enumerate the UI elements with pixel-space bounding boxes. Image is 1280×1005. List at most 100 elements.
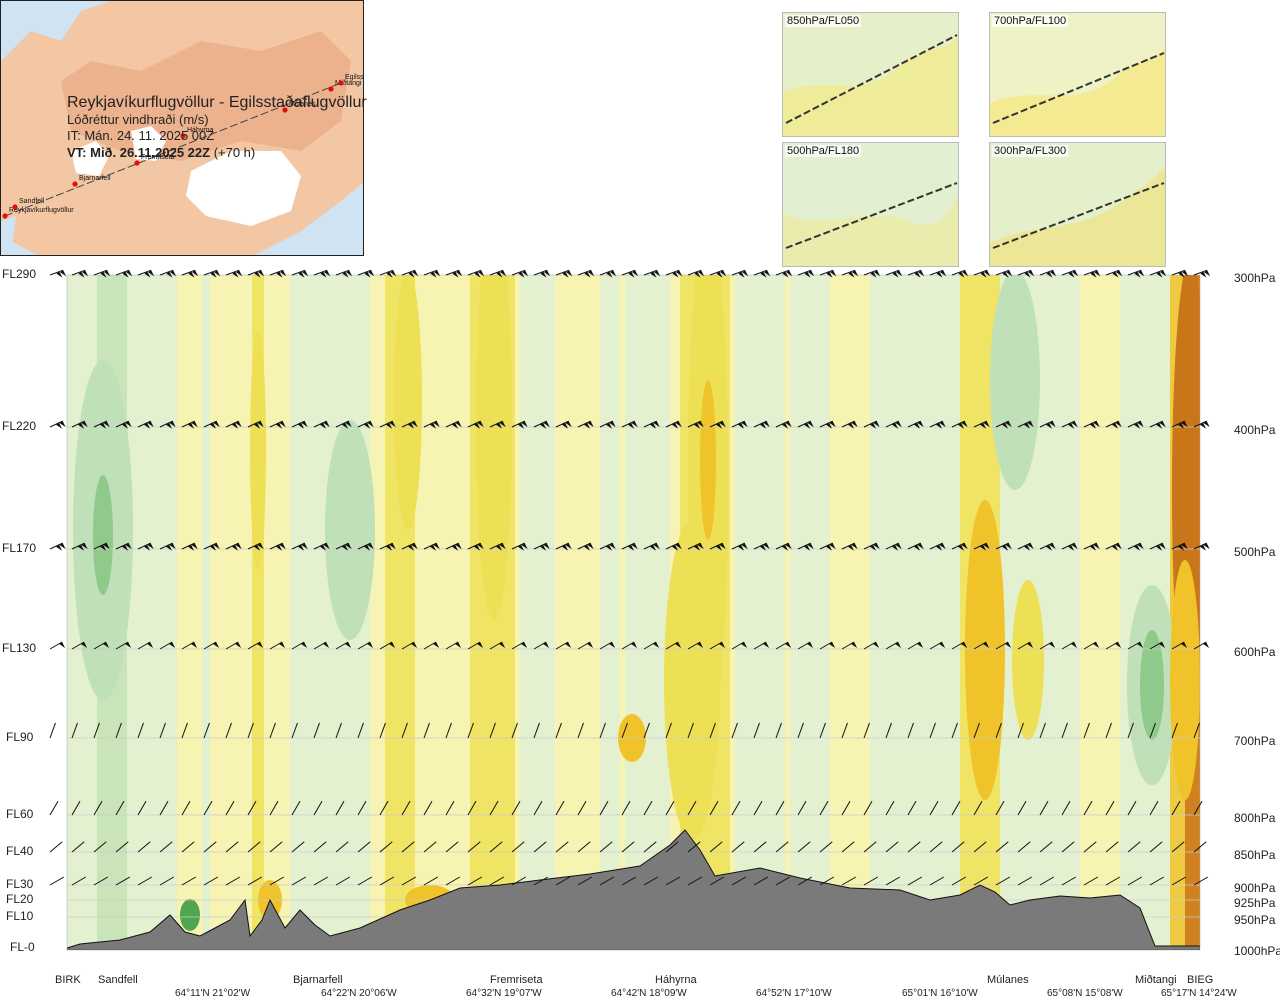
wind-barb bbox=[357, 841, 371, 853]
field-blob bbox=[1140, 630, 1164, 740]
wind-barb-flag bbox=[364, 271, 371, 278]
wind-barb-flag bbox=[257, 642, 264, 648]
coordinate-label: 65°17'N 14°24'W bbox=[1161, 988, 1237, 999]
wind-barb bbox=[93, 269, 108, 276]
wind-barb bbox=[93, 722, 100, 739]
wind-barb-flag bbox=[786, 270, 793, 277]
wind-barb bbox=[643, 420, 657, 428]
wind-barb-flag bbox=[961, 642, 968, 648]
pressure-level-label: 700hPa bbox=[1234, 734, 1276, 748]
wind-barb bbox=[885, 542, 899, 550]
wind-barb bbox=[1039, 841, 1053, 853]
wind-barb bbox=[467, 722, 474, 739]
wind-barb bbox=[841, 269, 856, 276]
wind-barb bbox=[49, 420, 63, 428]
wind-barb-flag bbox=[521, 642, 528, 648]
wind-barb bbox=[357, 641, 371, 650]
wind-barb-flag bbox=[389, 642, 396, 648]
wind-barb bbox=[1061, 542, 1075, 550]
wind-barb bbox=[753, 876, 769, 886]
wind-barb bbox=[181, 542, 195, 550]
wind-barb bbox=[71, 269, 86, 276]
wind-barb-flag bbox=[764, 270, 771, 277]
route-map: Reykjavíkurflugvöllur Sandfell Bjarnarfell… bbox=[0, 0, 364, 256]
wind-barb bbox=[247, 420, 261, 428]
wind-barb-flag bbox=[870, 422, 877, 429]
wind-barb-flag bbox=[104, 270, 111, 277]
wind-barb bbox=[841, 800, 851, 816]
wind-barb bbox=[665, 841, 679, 853]
wind-barb-flag bbox=[870, 544, 877, 551]
wind-barb bbox=[1061, 800, 1071, 816]
map-waypoint-marker bbox=[134, 160, 140, 166]
wind-barb bbox=[973, 841, 987, 853]
wind-barb-flag bbox=[807, 642, 814, 648]
wind-barb-flag bbox=[741, 642, 748, 648]
wind-barb-flag bbox=[147, 421, 154, 428]
wind-barb bbox=[665, 876, 681, 886]
field-band bbox=[202, 275, 210, 950]
wind-barb bbox=[1017, 542, 1031, 550]
wind-barb bbox=[1105, 876, 1121, 886]
cross-section-chart bbox=[49, 269, 1211, 951]
wind-barb bbox=[687, 800, 697, 816]
wind-barb-flag bbox=[829, 543, 836, 550]
wind-barb-flag bbox=[345, 642, 352, 648]
wind-barb bbox=[841, 641, 855, 650]
wind-barb bbox=[1193, 841, 1207, 853]
field-band bbox=[910, 275, 960, 950]
wind-barb bbox=[313, 722, 320, 739]
flight-level-label: FL290 bbox=[2, 267, 37, 281]
wind-barb-flag bbox=[455, 642, 462, 648]
wind-barb bbox=[665, 641, 679, 650]
level-map-route bbox=[785, 34, 958, 124]
wind-barb bbox=[907, 420, 921, 428]
wind-barb-flag bbox=[609, 642, 616, 648]
wind-barb bbox=[1105, 800, 1115, 816]
wind-barb-flag bbox=[653, 642, 660, 648]
map-waypoint-label: Fremriseta bbox=[141, 154, 175, 161]
wind-barb bbox=[181, 800, 191, 816]
flight-level-label: FL130 bbox=[2, 641, 37, 655]
flight-level-label: FL170 bbox=[2, 541, 37, 555]
wind-barb-flag bbox=[301, 421, 308, 428]
wind-barb-flag bbox=[169, 642, 176, 648]
wind-barb-flag bbox=[565, 543, 572, 550]
field-band bbox=[127, 275, 177, 950]
wind-barb-flag bbox=[298, 544, 305, 551]
wind-barb-flag bbox=[1049, 642, 1056, 648]
wind-barb-flag bbox=[587, 543, 594, 550]
wind-barb-flag bbox=[1090, 271, 1097, 278]
wind-barb bbox=[1083, 641, 1097, 650]
wind-barb bbox=[687, 420, 701, 428]
wind-barb-flag bbox=[804, 271, 811, 278]
wind-barb bbox=[533, 542, 547, 550]
wind-barb bbox=[379, 420, 393, 428]
wind-barb bbox=[577, 641, 591, 650]
wind-barb bbox=[291, 420, 305, 428]
wind-barb bbox=[1171, 800, 1181, 816]
wind-barb bbox=[49, 542, 63, 550]
wind-barb bbox=[731, 641, 745, 650]
wind-barb-flag bbox=[1181, 642, 1188, 648]
wind-barb-flag bbox=[1024, 422, 1031, 429]
flight-level-label: FL30 bbox=[6, 877, 34, 891]
wind-barb-flag bbox=[235, 421, 242, 428]
wind-barb-flag bbox=[1203, 421, 1210, 428]
wind-barb-flag bbox=[81, 642, 88, 648]
map-waypoint-marker bbox=[72, 181, 78, 187]
route-line bbox=[4, 82, 342, 217]
wind-barb bbox=[863, 800, 873, 816]
wind-barb-flag bbox=[1112, 271, 1119, 278]
wind-barb-flag bbox=[628, 422, 635, 429]
wind-barb-flag bbox=[587, 421, 594, 428]
wind-barb bbox=[1017, 641, 1031, 650]
wind-barb bbox=[533, 876, 549, 886]
wind-barb-flag bbox=[917, 543, 924, 550]
level-map-field bbox=[783, 35, 958, 136]
wind-barb bbox=[1039, 542, 1053, 550]
wind-barb bbox=[291, 269, 306, 276]
wind-barb bbox=[71, 722, 78, 739]
wind-barb bbox=[797, 269, 812, 276]
wind-barb-flag bbox=[760, 271, 767, 278]
